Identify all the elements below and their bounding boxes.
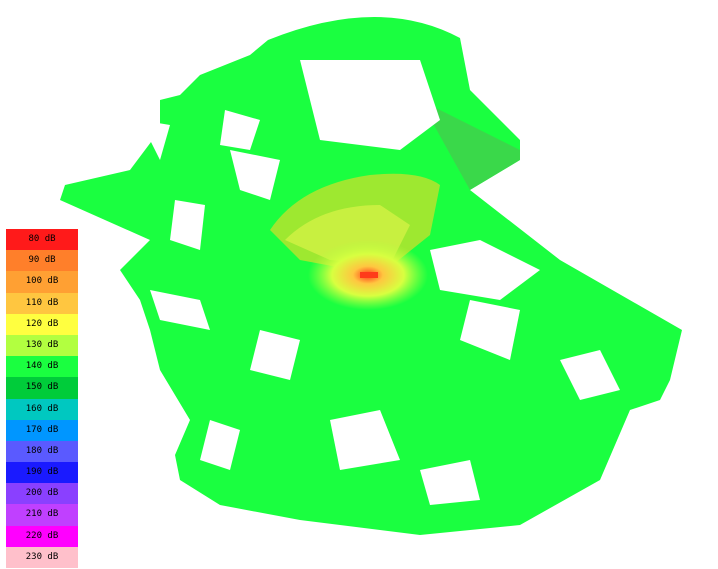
- legend-item: 150 dB: [6, 377, 78, 399]
- legend-item: 110 dB: [6, 292, 78, 314]
- transmitter-hotspot: [308, 240, 428, 310]
- legend-item: 230 dB: [6, 546, 78, 568]
- legend-item: 200 dB: [6, 483, 78, 505]
- legend-item: 80 dB: [6, 229, 78, 251]
- signal-level-legend: 80 dB 90 dB 100 dB 110 dB 120 dB 130 dB 140 dB…: [6, 229, 78, 568]
- legend-item: 220 dB: [6, 525, 78, 547]
- coverage-gaps: [140, 60, 620, 505]
- legend-item: 140 dB: [6, 356, 78, 378]
- legend-item: 170 dB: [6, 419, 78, 441]
- legend-item: 90 dB: [6, 250, 78, 272]
- legend-item: 100 dB: [6, 271, 78, 293]
- legend-item: 130 dB: [6, 334, 78, 357]
- legend-item: 120 dB: [6, 313, 78, 335]
- legend-item: 160 dB: [6, 398, 78, 420]
- legend-item: 190 dB: [6, 462, 78, 484]
- legend-item: 180 dB: [6, 440, 78, 463]
- legend-item: 210 dB: [6, 504, 78, 526]
